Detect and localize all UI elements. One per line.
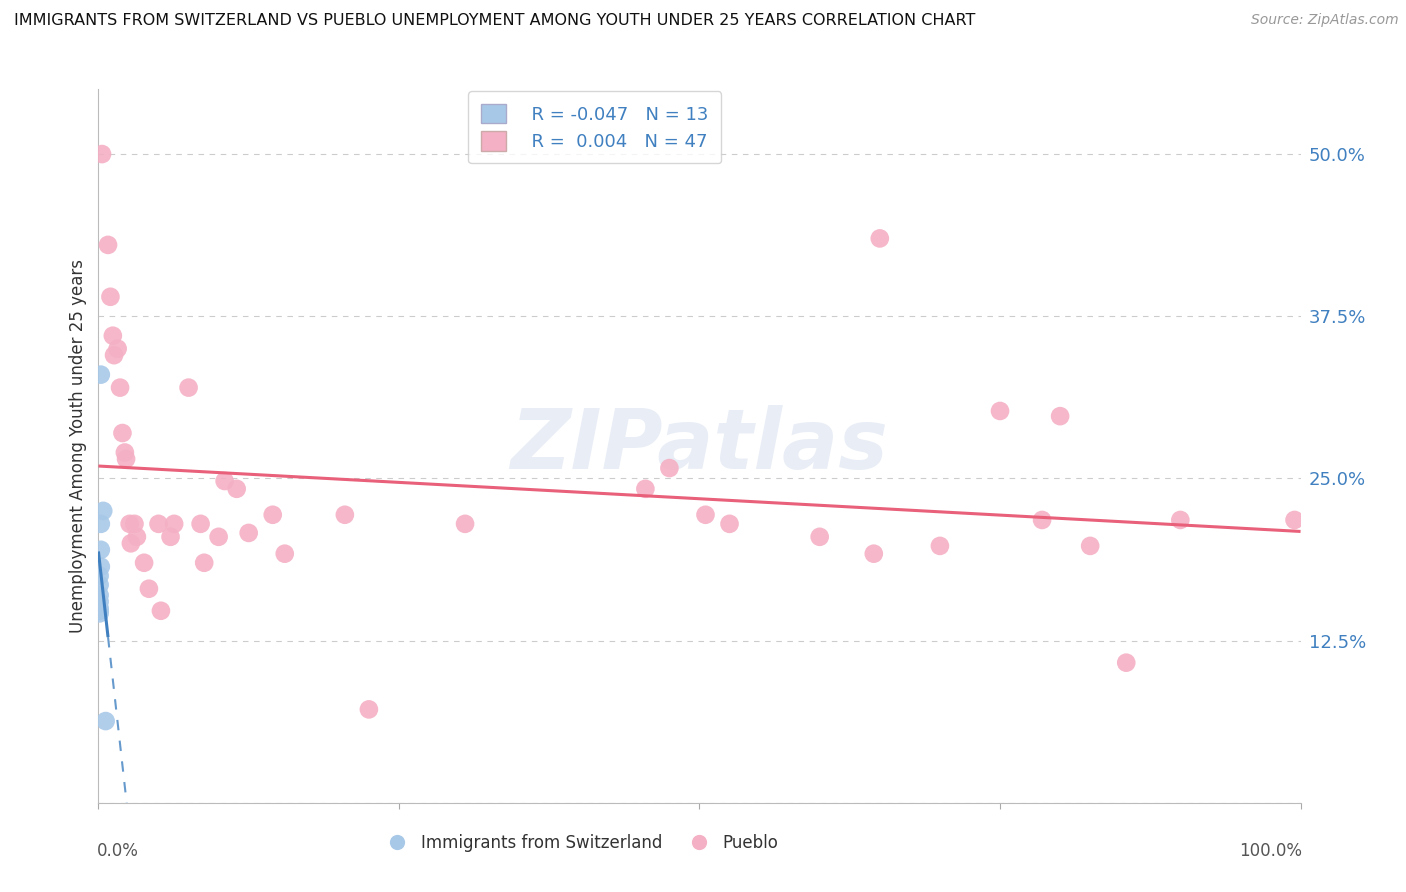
- Point: [1170, 513, 1192, 527]
- Point: [89, 578, 111, 592]
- Point: [454, 516, 477, 531]
- Point: [869, 231, 891, 245]
- Point: [108, 381, 131, 395]
- Point: [132, 556, 155, 570]
- Point: [101, 328, 124, 343]
- Point: [214, 474, 236, 488]
- Point: [262, 508, 284, 522]
- Point: [115, 452, 138, 467]
- Point: [159, 530, 181, 544]
- Point: [163, 516, 186, 531]
- Point: [89, 601, 111, 615]
- Text: Source: ZipAtlas.com: Source: ZipAtlas.com: [1251, 13, 1399, 28]
- Point: [89, 604, 111, 618]
- Point: [225, 482, 247, 496]
- Point: [89, 568, 111, 582]
- Point: [658, 461, 681, 475]
- Point: [177, 381, 200, 395]
- Point: [634, 482, 657, 496]
- Point: [97, 238, 120, 252]
- Point: [808, 530, 831, 544]
- Point: [114, 445, 136, 459]
- Point: [357, 702, 380, 716]
- Text: 0.0%: 0.0%: [97, 842, 139, 860]
- Point: [928, 539, 950, 553]
- Point: [118, 516, 141, 531]
- Point: [238, 525, 260, 540]
- Point: [103, 348, 125, 362]
- Point: [333, 508, 356, 522]
- Point: [1031, 513, 1053, 527]
- Point: [695, 508, 717, 522]
- Point: [120, 536, 142, 550]
- Text: 100.0%: 100.0%: [1239, 842, 1302, 860]
- Point: [100, 290, 122, 304]
- Point: [90, 559, 112, 574]
- Point: [138, 582, 160, 596]
- Text: IMMIGRANTS FROM SWITZERLAND VS PUEBLO UNEMPLOYMENT AMONG YOUTH UNDER 25 YEARS CO: IMMIGRANTS FROM SWITZERLAND VS PUEBLO UN…: [14, 13, 976, 29]
- Point: [190, 516, 212, 531]
- Point: [91, 504, 114, 518]
- Point: [124, 516, 146, 531]
- Point: [125, 530, 148, 544]
- Point: [193, 556, 215, 570]
- Point: [988, 404, 1011, 418]
- Point: [1049, 409, 1071, 424]
- Point: [1115, 656, 1137, 670]
- Point: [91, 147, 114, 161]
- Point: [90, 368, 112, 382]
- Text: ZIPatlas: ZIPatlas: [510, 406, 889, 486]
- Point: [90, 542, 112, 557]
- Point: [862, 547, 884, 561]
- Point: [90, 516, 112, 531]
- Point: [89, 595, 111, 609]
- Legend: Immigrants from Switzerland, Pueblo: Immigrants from Switzerland, Pueblo: [374, 828, 785, 859]
- Point: [208, 530, 231, 544]
- Point: [1078, 539, 1101, 553]
- Point: [148, 516, 170, 531]
- Point: [89, 588, 111, 602]
- Point: [149, 604, 172, 618]
- Point: [89, 607, 111, 621]
- Point: [718, 516, 741, 531]
- Point: [1284, 513, 1306, 527]
- Y-axis label: Unemployment Among Youth under 25 years: Unemployment Among Youth under 25 years: [69, 259, 87, 633]
- Point: [111, 425, 134, 440]
- Point: [94, 714, 117, 728]
- Point: [274, 547, 297, 561]
- Point: [107, 342, 129, 356]
